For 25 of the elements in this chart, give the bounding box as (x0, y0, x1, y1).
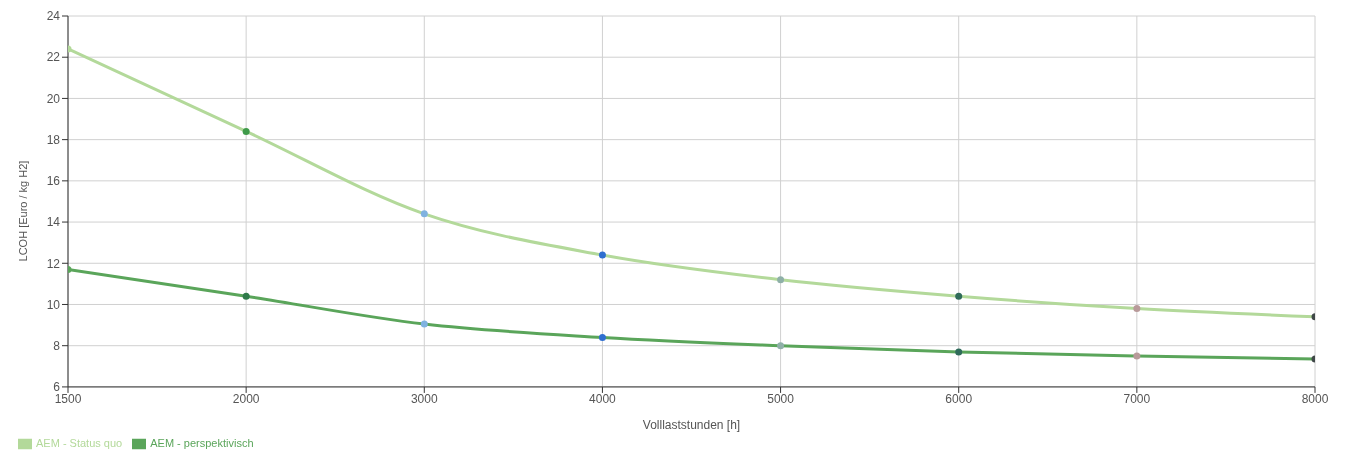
point (242, 292, 250, 300)
x-tick-label: 2000 (232, 392, 260, 407)
x-tick-label: 7000 (1123, 392, 1151, 407)
y-tick-label: 22 (46, 50, 61, 65)
x-tick-label: 1500 (54, 392, 82, 407)
y-tick-label: 6 (53, 380, 61, 395)
x-tick-label: 8000 (1301, 392, 1329, 407)
y-tick-label: 24 (46, 9, 61, 24)
y-tick-label: 14 (46, 215, 61, 230)
y-tick-label: 16 (46, 174, 61, 189)
legend-label: AEM - Status quo (36, 436, 123, 449)
y-tick-label: 8 (53, 338, 61, 353)
x-axis-title: Volllaststunden [h] (642, 417, 741, 432)
y-axis-title: LCOH [Euro / kg H2] (16, 160, 29, 262)
x-tick-label: 3000 (410, 392, 438, 407)
x-tick-label: 6000 (945, 392, 973, 407)
point (242, 127, 250, 135)
x-tick-label: 4000 (589, 392, 617, 407)
y-tick-label: 20 (46, 91, 61, 106)
y-tick-label: 12 (46, 256, 61, 271)
y-tick-label: 10 (46, 297, 61, 312)
line-series (68, 265, 1315, 363)
y-tick-label: 18 (46, 132, 61, 147)
x-tick-label: 5000 (767, 392, 795, 407)
legend-label: AEM - perspektivisch (150, 436, 254, 449)
